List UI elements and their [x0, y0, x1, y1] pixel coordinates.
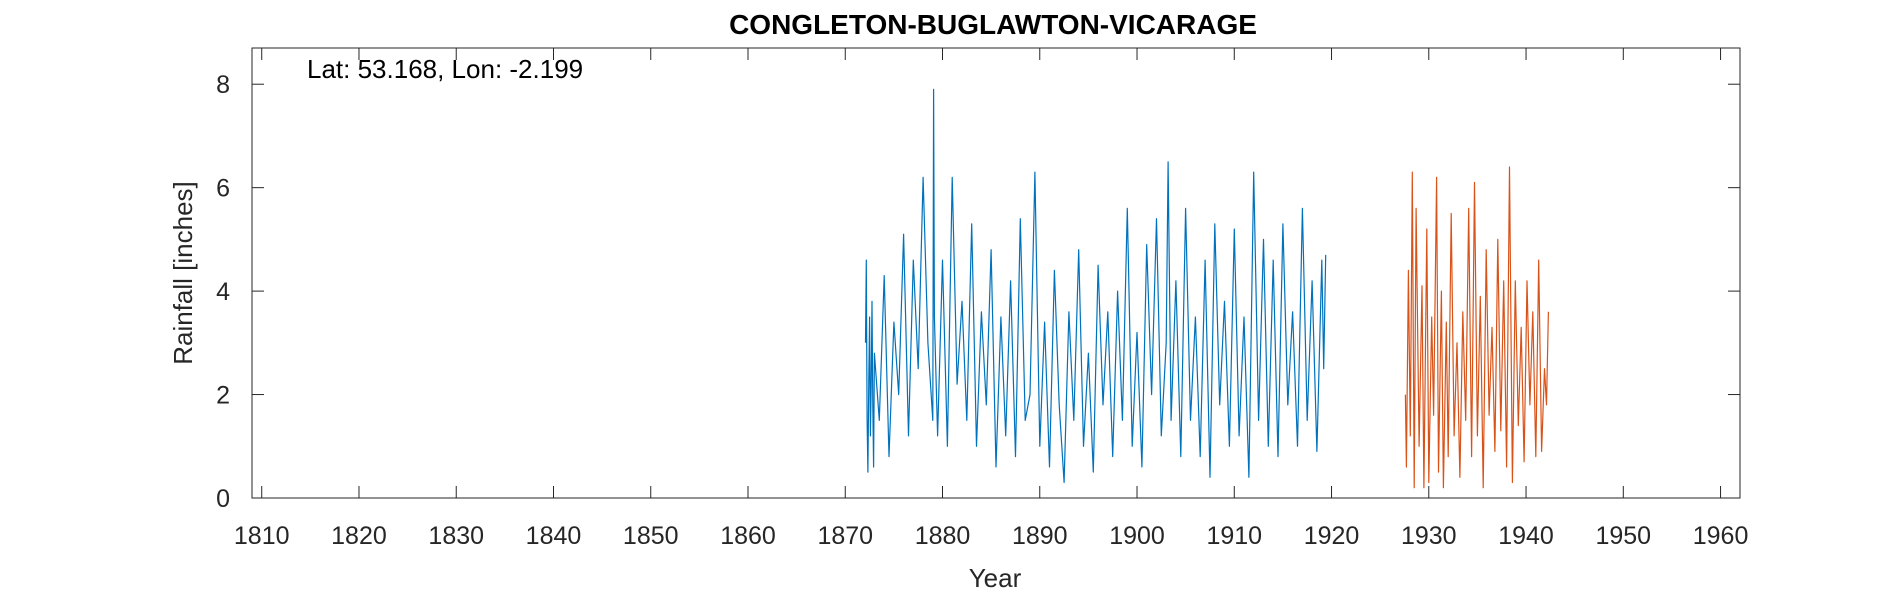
x-tick-label: 1960 — [1693, 522, 1749, 550]
x-tick-label: 1950 — [1595, 522, 1651, 550]
plot-background — [252, 48, 1740, 498]
x-tick-label: 1880 — [915, 522, 971, 550]
x-axis-label: Year — [969, 563, 1022, 591]
x-tick-label: 1940 — [1498, 522, 1554, 550]
series-line-1 — [864, 88, 1327, 484]
y-tick-label: 2 — [216, 382, 230, 410]
y-tick-label: 0 — [216, 485, 230, 513]
x-tick-label: 1810 — [234, 522, 290, 550]
series-layer — [864, 88, 1549, 489]
y-tick-label: 4 — [216, 278, 230, 306]
x-axis: 1810 1820 1830 1840 1850 1860 1870 1880 1890 1900… — [234, 48, 1748, 550]
x-tick-label: 1900 — [1109, 522, 1165, 550]
x-tick-label: 1890 — [1012, 522, 1068, 550]
series-line-2 — [1404, 166, 1549, 489]
x-tick-label: 1920 — [1304, 522, 1360, 550]
x-tick-label: 1910 — [1206, 522, 1262, 550]
plot-frame — [251, 47, 1741, 499]
location-annotation: Lat: 53.168, Lon: -2.199 — [307, 54, 583, 84]
y-axis: 0 2 4 6 8 — [216, 71, 1740, 513]
x-tick-label: 1840 — [526, 522, 582, 550]
x-tick-label: 1860 — [720, 522, 776, 550]
y-tick-label: 8 — [216, 71, 230, 99]
y-axis-label: Rainfall [inches] — [168, 181, 198, 365]
y-tick-label: 6 — [216, 175, 230, 203]
x-tick-label: 1930 — [1401, 522, 1457, 550]
x-tick-label: 1830 — [428, 522, 484, 550]
plot-area — [251, 47, 1741, 499]
x-tick-label: 1870 — [817, 522, 873, 550]
x-tick-label: 1850 — [623, 522, 679, 550]
x-tick-label: 1820 — [331, 522, 387, 550]
chart-title: CONGLETON-BUGLAWTON-VICARAGE — [729, 9, 1257, 40]
